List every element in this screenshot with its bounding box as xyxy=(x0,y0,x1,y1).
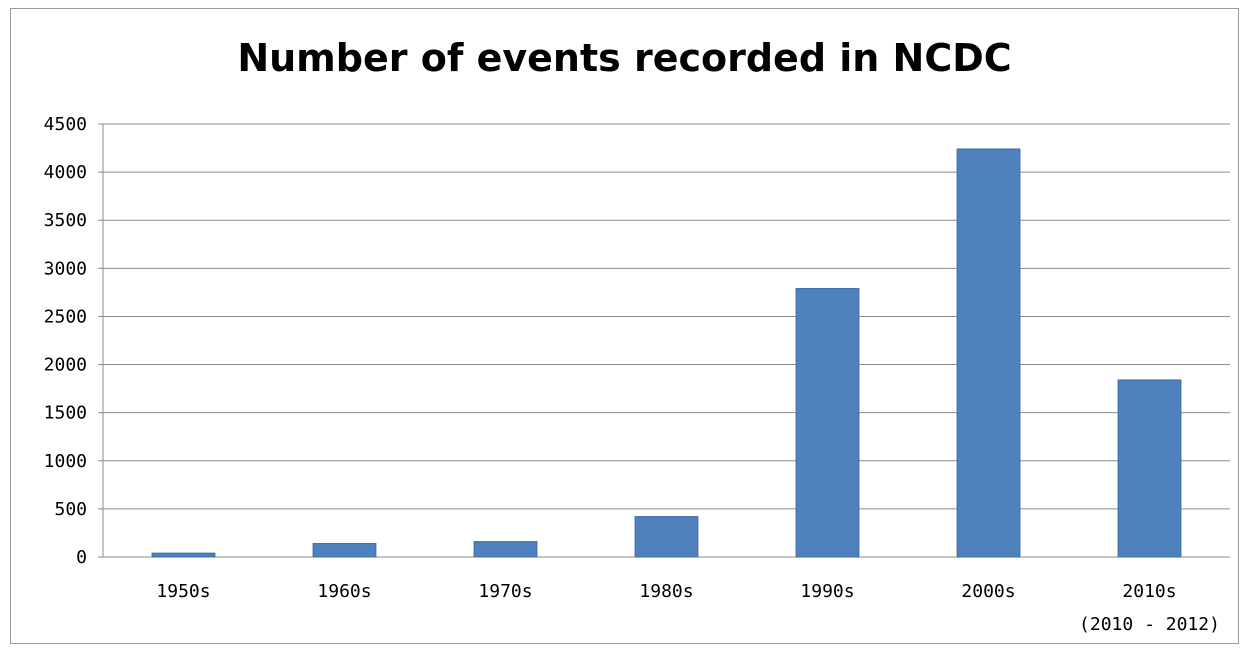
x-tick-label: 1960s xyxy=(317,581,371,602)
grid-lines xyxy=(103,124,1230,509)
x-tick-label: 1970s xyxy=(478,581,532,602)
y-tick-label: 2500 xyxy=(44,306,87,327)
bar xyxy=(152,553,215,557)
y-tick-label: 3500 xyxy=(44,210,87,231)
x-tick-label: (2010 - 2012) xyxy=(1079,614,1220,635)
y-tick-label: 0 xyxy=(76,547,87,568)
y-tick-label: 500 xyxy=(54,499,87,520)
x-tick-label: 1950s xyxy=(156,581,210,602)
bar xyxy=(1118,380,1181,557)
bar xyxy=(313,544,376,557)
y-tick-label: 1500 xyxy=(44,403,87,424)
bar xyxy=(796,289,859,557)
bar xyxy=(957,149,1020,557)
y-tick-label: 2000 xyxy=(44,355,87,376)
bar xyxy=(474,542,537,557)
x-tick-labels: 1950s 1960s 1970s 1980s 1990s 2000s 2010s (2010… xyxy=(156,581,1220,635)
bar xyxy=(635,517,698,557)
y-tick-labels: 0 500 1000 1500 2000 2500 3000 3500 4000 4500 xyxy=(44,114,87,568)
x-tick-label: 2000s xyxy=(961,581,1015,602)
x-tick-label: 2010s xyxy=(1122,581,1176,602)
y-tick-label: 4500 xyxy=(44,114,87,135)
x-tick-label: 1980s xyxy=(639,581,693,602)
y-tick-label: 3000 xyxy=(44,258,87,279)
axes xyxy=(98,124,1230,557)
y-tick-label: 4000 xyxy=(44,162,87,183)
x-tick-label: 1990s xyxy=(800,581,854,602)
bars xyxy=(152,149,1181,557)
y-tick-label: 1000 xyxy=(44,451,87,472)
